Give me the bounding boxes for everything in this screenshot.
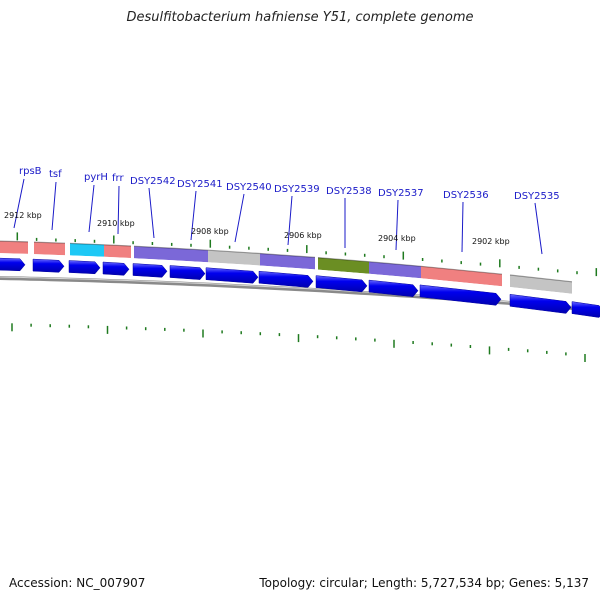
feature-block-edge-7 — [207, 249, 261, 255]
feature-block-edge-2 — [33, 241, 66, 244]
cds-arrow-3 — [68, 260, 101, 275]
gene-leader-line — [190, 190, 197, 241]
gene-leader-line — [51, 181, 57, 231]
cds-arrow-4 — [102, 261, 130, 276]
feature-block-9 — [318, 257, 369, 274]
feature-block-edge-11 — [420, 265, 503, 275]
feature-layer — [0, 240, 573, 296]
genome-backbone-highlight — [0, 276, 600, 310]
cds-arrow-13 — [571, 301, 600, 318]
gene-label-dsy2542: DSY2542 — [130, 176, 176, 187]
gene-label-tsf: tsf — [49, 169, 62, 180]
feature-block-gap-8 — [259, 265, 316, 272]
kbp-position-label: 2904 kbp — [378, 234, 416, 243]
feature-block-edge-1 — [0, 240, 29, 243]
cds-arrow-5 — [132, 263, 168, 278]
feature-block-edge-5 — [133, 245, 172, 249]
cds-arrow-12 — [509, 294, 572, 314]
feature-block-4 — [104, 244, 131, 258]
gene-leader-line — [287, 195, 293, 246]
accession-text: Accession: NC_007907 — [9, 576, 146, 590]
feature-block-gap-11 — [420, 278, 503, 289]
gene-leader-line — [13, 178, 25, 229]
feature-block-gap-12 — [509, 287, 573, 296]
kbp-position-label: 2902 kbp — [472, 237, 510, 246]
feature-block-gap-1 — [0, 253, 29, 256]
gene-leader-line — [395, 199, 399, 251]
backbone-layer — [0, 276, 600, 313]
kbp-position-label: 2906 kbp — [284, 231, 322, 240]
feature-block-gap-10 — [368, 273, 422, 281]
genome-summary-text: Topology: circular; Length: 5,727,534 bp… — [259, 576, 589, 590]
cds-arrow-9 — [315, 275, 368, 293]
cds-layer — [0, 257, 600, 318]
tick-layer — [11, 232, 598, 362]
gene-leader-line — [461, 201, 464, 253]
gene-label-dsy2539: DSY2539 — [274, 184, 320, 195]
feature-block-10 — [369, 261, 421, 279]
cds-arrow-7 — [205, 267, 259, 284]
cds-arrow-11 — [419, 284, 502, 306]
cds-arrow-1 — [0, 257, 26, 272]
feature-block-edge-4 — [103, 244, 132, 247]
feature-block-11 — [421, 266, 502, 287]
feature-block-7 — [208, 250, 260, 266]
feature-block-gap-4 — [103, 256, 132, 260]
feature-block-edge-6 — [170, 247, 209, 251]
gene-leader-line — [117, 185, 120, 235]
gene-label-dsy2536: DSY2536 — [443, 190, 489, 201]
cds-arrow-10 — [368, 279, 419, 297]
feature-block-8 — [260, 253, 315, 270]
feature-block-5 — [134, 246, 171, 261]
cds-arrow-6 — [169, 265, 206, 280]
gene-leader-line — [88, 184, 95, 233]
gene-label-dsy2535: DSY2535 — [514, 191, 560, 202]
feature-block-gap-7 — [207, 262, 261, 268]
feature-block-edge-10 — [368, 261, 422, 267]
feature-block-gap-5 — [133, 258, 172, 263]
feature-block-3 — [70, 243, 104, 257]
feature-block-gap-9 — [317, 269, 370, 276]
gene-label-rpsb: rpsB — [19, 166, 42, 177]
genome-backbone — [0, 276, 600, 313]
gene-label-dsy2537: DSY2537 — [378, 188, 424, 199]
feature-block-edge-12 — [509, 274, 573, 283]
gene-label-pyrh: pyrH — [84, 172, 108, 183]
gene-label-frr: frr — [112, 173, 124, 184]
kbp-position-label: 2912 kbp — [4, 211, 42, 220]
feature-block-1 — [0, 241, 28, 254]
cds-arrow-8 — [258, 270, 314, 288]
feature-block-gap-3 — [69, 255, 105, 259]
leader-layer — [13, 178, 543, 255]
feature-block-6 — [171, 248, 208, 263]
label-layer: 2912 kbp 2910 kbp 2908 kbp 2906 kbp 2904 kbp… — [4, 166, 560, 246]
feature-block-edge-8 — [259, 252, 316, 258]
gene-label-dsy2541: DSY2541 — [177, 179, 223, 190]
feature-block-12 — [510, 275, 572, 294]
gene-leader-line — [234, 193, 245, 243]
feature-block-2 — [34, 242, 65, 256]
map-title: Desulfitobacterium hafniense Y51, comple… — [126, 10, 474, 25]
cds-arrow-2 — [32, 258, 65, 273]
feature-block-gap-2 — [33, 254, 66, 258]
feature-block-gap-6 — [170, 260, 209, 265]
kbp-position-label: 2910 kbp — [97, 219, 135, 228]
kbp-position-label: 2908 kbp — [191, 227, 229, 236]
gene-leader-line — [534, 202, 543, 255]
feature-block-edge-3 — [69, 242, 105, 246]
gene-label-dsy2538: DSY2538 — [326, 186, 372, 197]
gene-label-dsy2540: DSY2540 — [226, 182, 272, 193]
gene-leader-line — [148, 187, 155, 239]
feature-block-edge-9 — [317, 257, 370, 263]
